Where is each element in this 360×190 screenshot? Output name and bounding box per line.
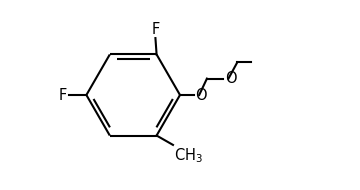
Text: CH$_3$: CH$_3$ (174, 146, 203, 165)
Text: O: O (225, 71, 236, 86)
Text: F: F (151, 22, 159, 37)
Text: O: O (195, 88, 207, 102)
Text: F: F (59, 88, 67, 102)
